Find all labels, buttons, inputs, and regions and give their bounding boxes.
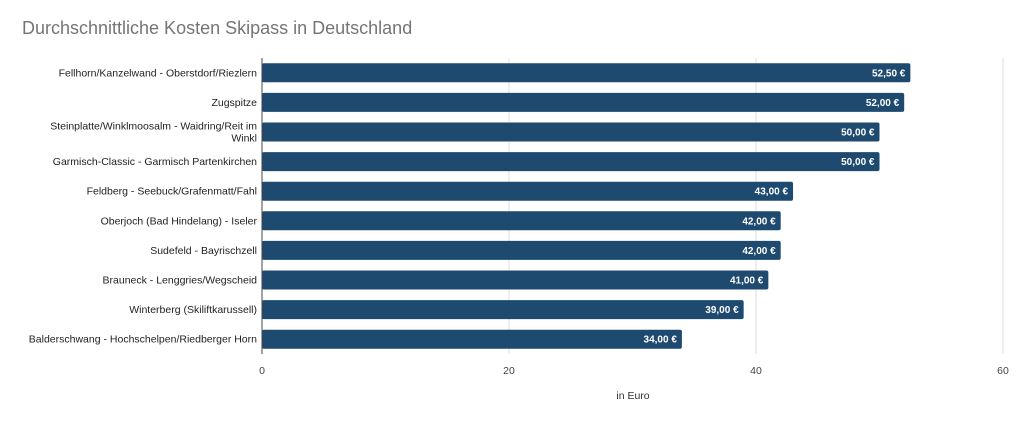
bar [262,181,794,201]
bar-group: 39,00 € [262,300,744,320]
bar [262,270,769,290]
x-tick-label: 60 [997,365,1009,377]
data-label: 50,00 € [841,157,875,168]
bar [262,211,781,231]
bar [262,329,682,349]
category-label: Garmisch-Classic - Garmisch Partenkirche… [53,156,257,168]
bar [262,63,911,83]
bars: 52,50 € 52,00 € 50,00 € 50,00 € 43,00 € 42,00… [262,63,911,349]
bar-group: 50,00 € [262,152,880,172]
category-label: Fellhorn/Kanzelwand - Oberstdorf/Riezler… [59,67,258,79]
category-label: Balderschwang - Hochschelpen/Riedberger … [29,334,257,346]
x-axis-ticks: 0 20 40 60 [259,365,1009,377]
data-label: 42,00 € [742,246,776,257]
category-label: Zugspitze [211,97,257,109]
data-label: 41,00 € [730,276,764,287]
chart-title: Durchschnittliche Kosten Skipass in Deut… [22,18,413,38]
bar-group: 50,00 € [262,122,880,142]
bar-group: 42,00 € [262,211,781,231]
data-label: 39,00 € [705,305,739,316]
data-label: 52,50 € [872,68,906,79]
bar [262,300,744,320]
x-axis-title: in Euro [616,390,649,402]
category-label: Oberjoch (Bad Hindelang) - Iseler [101,215,258,227]
category-label: Sudefeld - Bayrischzell [150,245,257,257]
bar-group: 43,00 € [262,181,794,201]
category-label: Brauneck - Lenggries/Wegscheid [103,275,258,287]
bar [262,240,781,260]
category-labels: Fellhorn/Kanzelwand - Oberstdorf/Riezler… [29,67,258,345]
data-label: 34,00 € [644,335,678,346]
bar-group: 34,00 € [262,329,682,349]
data-label: 52,00 € [866,98,900,109]
category-label: Steinplatte/Winklmoosalm - Waidring/Reit… [50,121,257,145]
bar-group: 52,50 € [262,63,911,83]
data-label: 42,00 € [742,216,776,227]
bar-group: 52,00 € [262,92,905,112]
bar [262,92,905,112]
x-tick-label: 20 [503,365,515,377]
category-label: Feldberg - Seebuck/Grafenmatt/Fahl [87,186,257,198]
bar [262,152,880,172]
data-label: 43,00 € [755,187,789,198]
data-label: 50,00 € [841,128,875,139]
category-label: Winterberg (Skiliftkarussell) [129,304,257,316]
bar-group: 41,00 € [262,270,769,290]
bar-group: 42,00 € [262,240,781,260]
bar [262,122,880,142]
x-tick-label: 0 [259,365,265,377]
x-tick-label: 40 [750,365,762,377]
